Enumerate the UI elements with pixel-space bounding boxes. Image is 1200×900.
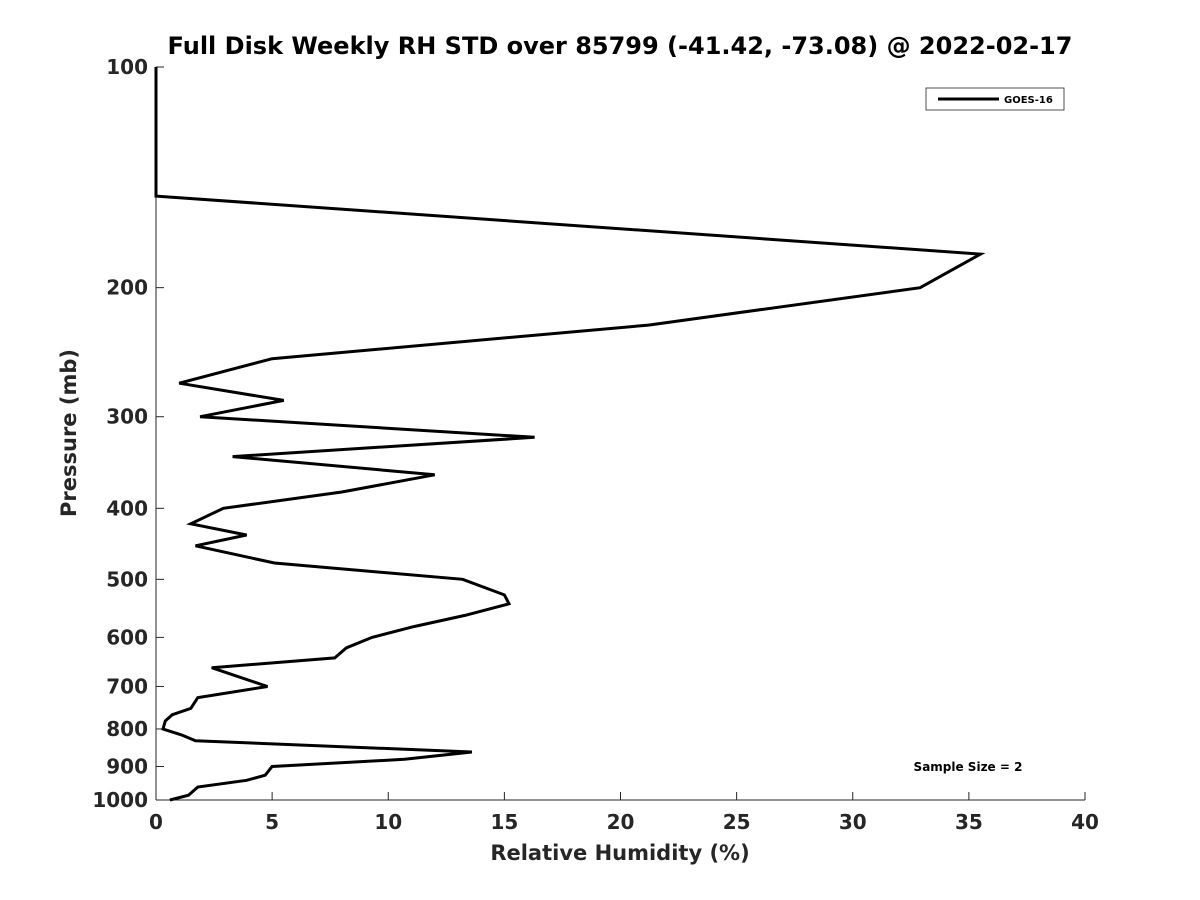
y-tick-label: 600	[106, 625, 148, 649]
chart-title: Full Disk Weekly RH STD over 85799 (-41.…	[168, 32, 1073, 60]
y-tick-label: 700	[106, 674, 148, 698]
sample-size-annotation: Sample Size = 2	[914, 760, 1023, 774]
x-tick-label: 10	[374, 810, 402, 834]
x-axis: 0 5 10 15 20 25 30 35 40	[149, 792, 1099, 834]
series-line	[154, 67, 986, 802]
y-tick-label: 200	[106, 276, 148, 300]
y-tick-label: 100	[106, 55, 148, 79]
y-tick-label: 1000	[92, 788, 148, 812]
x-tick-label: 40	[1071, 810, 1099, 834]
x-tick-label: 25	[723, 810, 751, 834]
x-tick-label: 30	[839, 810, 867, 834]
y-tick-label: 900	[106, 754, 148, 778]
y-axis-label: Pressure (mb)	[57, 349, 81, 517]
y-axis: 100 200 300 400 500 600 700 800 900 1000	[92, 55, 164, 812]
x-tick-label: 35	[955, 810, 983, 834]
x-axis-label: Relative Humidity (%)	[490, 841, 749, 865]
x-tick-label: 20	[607, 810, 635, 834]
x-tick-label: 5	[265, 810, 279, 834]
legend-label: GOES-16	[1004, 95, 1053, 106]
y-tick-label: 400	[106, 496, 148, 520]
legend: GOES-16	[925, 87, 1065, 111]
y-tick-label: 300	[106, 405, 148, 429]
x-tick-label: 15	[490, 810, 518, 834]
y-tick-label: 500	[106, 567, 148, 591]
series-layer	[154, 67, 986, 802]
y-tick-label: 800	[106, 717, 148, 741]
x-tick-label: 0	[149, 810, 163, 834]
